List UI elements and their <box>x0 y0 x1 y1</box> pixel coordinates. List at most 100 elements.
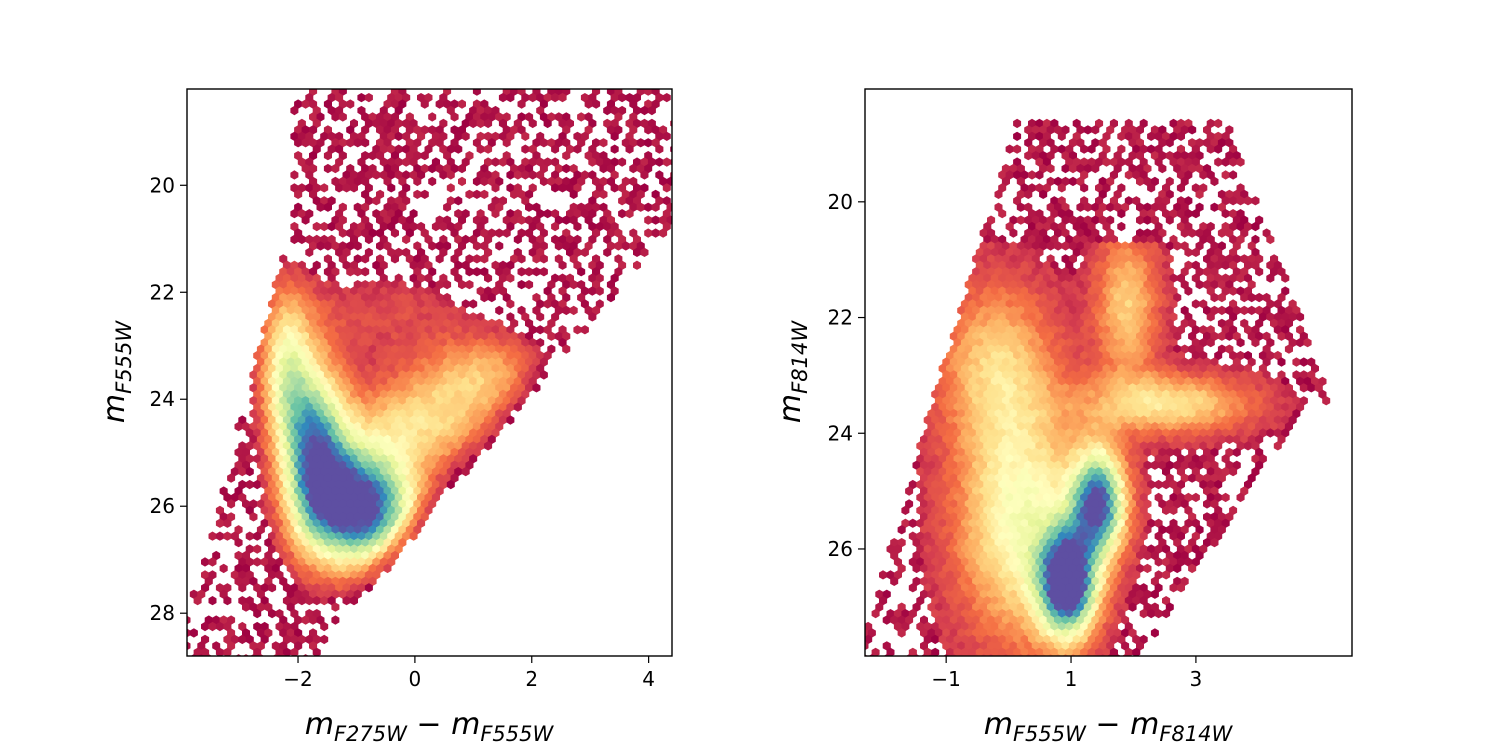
left-hexbin-cell <box>517 254 526 264</box>
right-hexbin-cell <box>1113 151 1122 161</box>
right-hexbin-cell <box>1095 273 1104 283</box>
left-hexbin-cell <box>446 402 455 412</box>
left-hexbin-cell <box>286 292 295 303</box>
left-hexbin-cell <box>394 196 403 206</box>
left-hexbin-cell <box>480 176 489 187</box>
right-hexbin-cell <box>1050 144 1059 154</box>
left-hexbin-cell <box>491 415 500 425</box>
right-hexbin-cell <box>1277 292 1286 303</box>
right-hexbin-cell <box>1136 318 1144 328</box>
left-hexbin-cell <box>301 215 310 225</box>
right-hexbin-cell <box>1072 441 1081 451</box>
left-hexbin-cell <box>398 421 407 432</box>
left-hexbin-cell <box>271 318 280 328</box>
right-hexbin-cell <box>994 576 1003 586</box>
right-hexbin-cell <box>1009 370 1018 380</box>
right-hexbin-cell <box>1176 531 1185 541</box>
left-hexbin-cell <box>346 163 355 174</box>
right-hexbin-cell <box>1221 428 1230 438</box>
right-hexbin-cell <box>1031 370 1040 380</box>
right-hexbin-cell <box>1020 376 1029 386</box>
right-hexbin-cell <box>1169 338 1178 348</box>
right-hexbin-cell <box>1054 589 1063 599</box>
right-hexbin-cell <box>1057 350 1066 361</box>
right-hexbin-cell <box>1072 531 1081 541</box>
left-hexbin-cell <box>193 647 202 656</box>
left-hexbin-cell <box>532 241 541 251</box>
left-hexbin-cell <box>335 157 344 167</box>
right-hexbin-cell <box>934 550 943 561</box>
left-hexbin-cell <box>644 215 653 225</box>
left-hexbin-cell <box>245 505 254 515</box>
left-hexbin-cell <box>268 531 277 541</box>
right-hexbin-cell <box>1165 280 1174 290</box>
left-hexbin-cell <box>439 312 448 322</box>
right-hexbin-cell <box>1102 531 1111 541</box>
right-hexbin-cell <box>1117 415 1126 425</box>
right-hexbin-cell <box>1113 383 1122 393</box>
right-hexbin-cell <box>1009 292 1018 303</box>
right-hexbin-cell <box>1087 505 1096 515</box>
right-hexbin-cell <box>972 383 981 393</box>
right-hexbin-cell <box>1095 209 1104 219</box>
left-hexbin-cell <box>338 89 340 90</box>
left-hexbin-cell <box>346 396 355 406</box>
left-hexbin-cell <box>268 570 277 580</box>
left-hexbin-cell <box>543 157 552 167</box>
left-hexbin-cell <box>264 409 273 419</box>
left-hexbin-cell <box>327 492 336 503</box>
left-hexbin-cell <box>360 89 363 90</box>
left-hexbin-cell <box>472 267 481 277</box>
right-hexbin-cell <box>1195 202 1204 212</box>
right-hexbin-cell <box>1158 447 1167 457</box>
left-hexbin-cell <box>282 350 291 361</box>
right-hexbin-cell <box>1020 312 1029 322</box>
left-hexbin-cell <box>342 428 351 438</box>
left-hexbin-cell <box>279 628 288 638</box>
right-hexbin-cell <box>1206 492 1215 503</box>
left-hexbin-cell <box>208 557 217 567</box>
right-hexbin-cell <box>1139 544 1148 554</box>
left-hexbin-cell <box>413 189 422 199</box>
right-hexbin-cell <box>1188 163 1197 174</box>
right-hexbin-cell <box>946 557 955 567</box>
left-hexbin-cell <box>320 389 329 399</box>
right-hexbin-cell <box>1299 331 1308 341</box>
left-hexbin-cell <box>502 267 511 277</box>
right-hexbin-cell <box>1065 479 1074 490</box>
right-hexbin-cell <box>1281 312 1290 322</box>
left-hexbin-cell <box>461 338 470 348</box>
right-hexbin-cell <box>968 325 977 335</box>
right-hexbin-cell <box>968 492 977 503</box>
left-hexbin-cell <box>342 505 351 515</box>
right-hexbin-cell <box>949 370 958 380</box>
right-hexbin-cell <box>983 234 992 245</box>
left-hexbin-cell <box>428 499 437 509</box>
right-hexbin-cell <box>1158 267 1167 277</box>
left-hexbin-cell <box>662 196 671 206</box>
left-hexbin-cell <box>431 402 440 412</box>
left-hexbin-cell <box>245 557 254 567</box>
right-hexbin-cell <box>1005 454 1014 464</box>
right-hexbin-cell <box>1020 570 1029 580</box>
left-hexbin-cell <box>435 215 444 225</box>
left-hexbin-cell <box>633 157 641 167</box>
right-hexbin-cell <box>1001 447 1010 457</box>
left-hexbin-cell <box>461 325 470 335</box>
right-hexbin-cell <box>1068 318 1077 328</box>
right-hexbin-cell <box>1128 357 1137 367</box>
left-hexbin-cell <box>312 376 321 386</box>
left-hexbin-cell <box>268 441 277 451</box>
right-hexbin-cell <box>968 441 977 451</box>
left-hexbin-cell <box>260 583 269 593</box>
right-hexbin-cell <box>1154 131 1163 141</box>
right-hexbin-cell <box>1225 370 1234 380</box>
right-hexbin-cell <box>979 486 988 496</box>
left-hexbin-cell <box>316 512 325 522</box>
right-hexbin-cell <box>1203 486 1212 496</box>
right-hexbin-cell <box>1180 421 1189 432</box>
left-hexbin-cell <box>338 318 347 328</box>
left-hexbin-cell <box>636 163 645 174</box>
left-hexbin-cell <box>379 363 388 374</box>
left-hexbin-cell <box>312 492 321 503</box>
